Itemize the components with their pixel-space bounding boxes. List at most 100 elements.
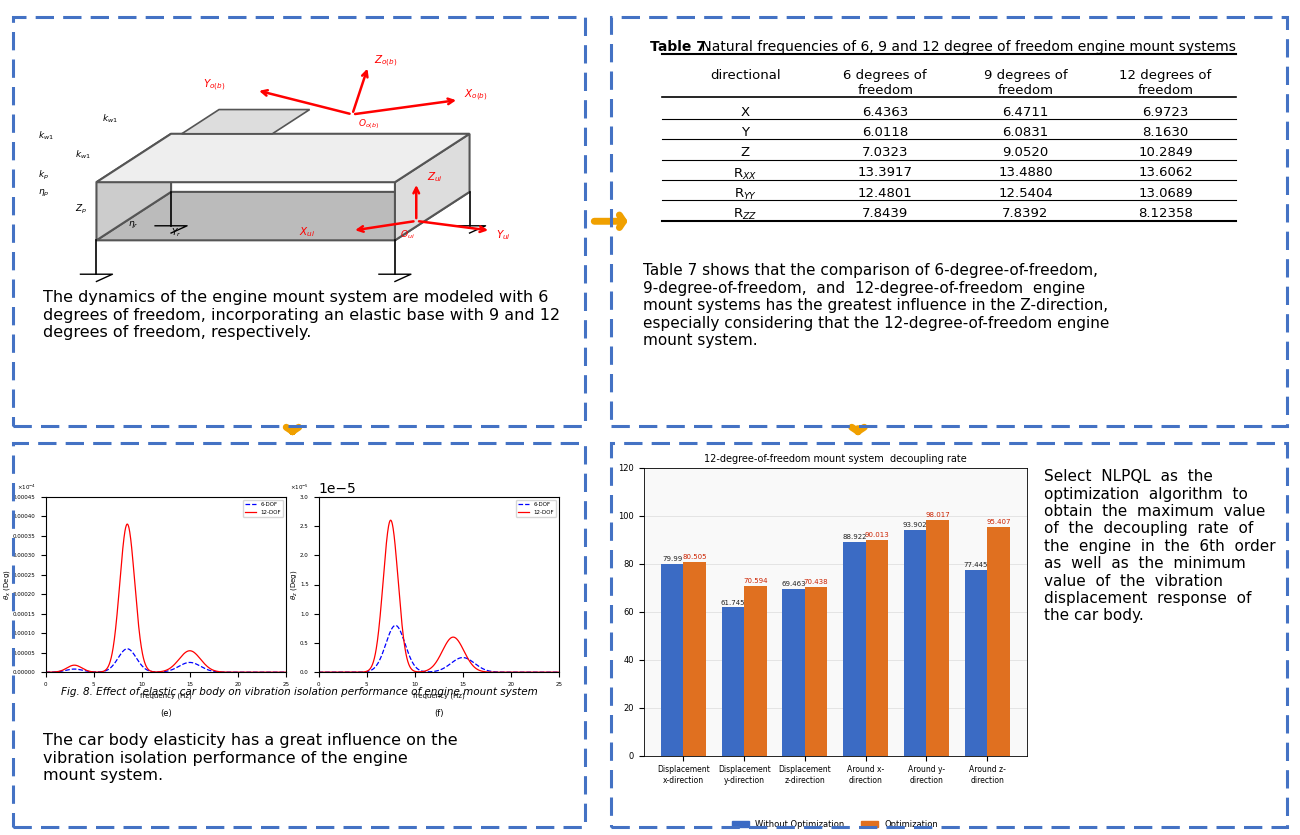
12-DOF bbox=[62, 661, 78, 671]
6-DOF bbox=[503, 667, 519, 677]
12-DOF bbox=[144, 666, 160, 676]
Y-axis label: $\theta_x$ (Deg): $\theta_x$ (Deg) bbox=[1, 569, 12, 600]
Text: 13.6062: 13.6062 bbox=[1139, 166, 1193, 180]
Text: R$_{ZZ}$: R$_{ZZ}$ bbox=[733, 207, 758, 222]
6-DOF bbox=[230, 667, 246, 677]
Text: 93.902: 93.902 bbox=[902, 523, 927, 529]
12-DOF bbox=[135, 651, 151, 661]
Text: Natural frequencies of 6, 9 and 12 degree of freedom engine mount systems: Natural frequencies of 6, 9 and 12 degre… bbox=[697, 40, 1236, 54]
Text: Table 7.: Table 7. bbox=[650, 40, 711, 54]
Bar bbox=[783, 589, 805, 756]
Line: 6-DOF: 6-DOF bbox=[318, 625, 559, 672]
Text: 12.4801: 12.4801 bbox=[858, 187, 913, 200]
Text: Z: Z bbox=[741, 146, 750, 159]
Bar bbox=[987, 527, 1010, 756]
Bar bbox=[684, 563, 706, 756]
12-DOF bbox=[503, 667, 519, 677]
Text: 88.922: 88.922 bbox=[842, 534, 867, 540]
12-DOF bbox=[384, 515, 399, 525]
Polygon shape bbox=[395, 134, 469, 240]
12-DOF bbox=[203, 664, 218, 674]
Text: 90.013: 90.013 bbox=[864, 532, 889, 538]
Text: 70.594: 70.594 bbox=[744, 579, 767, 584]
Text: $X_{ui}$: $X_{ui}$ bbox=[299, 225, 315, 240]
Text: 10.2849: 10.2849 bbox=[1139, 146, 1193, 159]
Text: $O_{ui}$: $O_{ui}$ bbox=[400, 229, 415, 241]
Legend: 6-DOF, 12-DOF: 6-DOF, 12-DOF bbox=[516, 499, 556, 517]
12-DOF bbox=[311, 667, 326, 677]
Text: 80.505: 80.505 bbox=[682, 554, 707, 560]
Text: 98.017: 98.017 bbox=[926, 513, 950, 519]
Text: Select  NLPQL  as  the
optimization  algorithm  to
obtain  the  maximum  value
o: Select NLPQL as the optimization algorit… bbox=[1044, 469, 1275, 624]
6-DOF bbox=[225, 667, 240, 677]
Text: 70.438: 70.438 bbox=[803, 579, 828, 584]
Text: 9 degrees of
freedom: 9 degrees of freedom bbox=[984, 69, 1067, 98]
Text: directional: directional bbox=[710, 69, 780, 83]
Legend: Without Optimization, Optimization: Without Optimization, Optimization bbox=[729, 817, 941, 832]
Line: 6-DOF: 6-DOF bbox=[46, 649, 286, 672]
Bar bbox=[844, 542, 866, 756]
Text: 12 degrees of
freedom: 12 degrees of freedom bbox=[1119, 69, 1212, 98]
Text: $X_{o(b)}$: $X_{o(b)}$ bbox=[464, 88, 488, 103]
Text: 7.0323: 7.0323 bbox=[862, 146, 909, 159]
Text: 6.9723: 6.9723 bbox=[1143, 105, 1188, 119]
Text: 7.8392: 7.8392 bbox=[1002, 207, 1049, 220]
Text: $Y_{ui}$: $Y_{ui}$ bbox=[497, 228, 511, 241]
Text: 8.1630: 8.1630 bbox=[1143, 126, 1188, 139]
Text: $\times10^{-5}$: $\times10^{-5}$ bbox=[290, 483, 308, 492]
Text: $Y_r$: $Y_r$ bbox=[172, 226, 182, 239]
6-DOF bbox=[417, 666, 433, 676]
Text: 6 degrees of
freedom: 6 degrees of freedom bbox=[844, 69, 927, 98]
Text: $Z_{ui}$: $Z_{ui}$ bbox=[426, 170, 443, 184]
Line: 12-DOF: 12-DOF bbox=[46, 524, 286, 672]
12-DOF bbox=[335, 667, 351, 677]
12-DOF bbox=[120, 519, 135, 529]
12-DOF bbox=[38, 667, 53, 677]
6-DOF bbox=[203, 665, 218, 676]
Text: The car body elasticity has a great influence on the
vibration isolation perform: The car body elasticity has a great infl… bbox=[43, 733, 458, 783]
Title: (e): (e) bbox=[160, 710, 172, 718]
Text: Fig. 8. Effect of elastic car body on vibration isolation performance of engine : Fig. 8. Effect of elastic car body on vi… bbox=[61, 687, 537, 697]
Text: $Y_{o(b)}$: $Y_{o(b)}$ bbox=[203, 78, 225, 93]
12-DOF bbox=[278, 667, 294, 677]
6-DOF bbox=[476, 664, 491, 674]
12-DOF bbox=[417, 666, 433, 676]
Bar bbox=[927, 520, 949, 756]
Text: $k_{w1}$: $k_{w1}$ bbox=[38, 129, 53, 142]
Text: $k_{w1}$: $k_{w1}$ bbox=[75, 149, 91, 161]
Text: 12.5404: 12.5404 bbox=[998, 187, 1053, 200]
Text: 6.4711: 6.4711 bbox=[1002, 105, 1049, 119]
Text: $\times10^{-4}$: $\times10^{-4}$ bbox=[17, 483, 36, 492]
12-DOF bbox=[408, 666, 424, 676]
Bar bbox=[744, 586, 767, 756]
6-DOF bbox=[38, 667, 53, 677]
Title: 12-degree-of-freedom mount system  decoupling rate: 12-degree-of-freedom mount system decoup… bbox=[703, 454, 967, 464]
12-DOF bbox=[225, 667, 240, 677]
Y-axis label: $\theta_z$ (Deg): $\theta_z$ (Deg) bbox=[289, 569, 299, 600]
6-DOF bbox=[135, 662, 151, 672]
Text: $\eta_r$: $\eta_r$ bbox=[129, 219, 139, 230]
Text: 61.745: 61.745 bbox=[720, 600, 745, 605]
Polygon shape bbox=[182, 109, 309, 134]
X-axis label: frequency (Hz): frequency (Hz) bbox=[140, 692, 191, 699]
Text: $O_{o(b)}$: $O_{o(b)}$ bbox=[358, 117, 380, 131]
Polygon shape bbox=[96, 134, 172, 240]
6-DOF bbox=[551, 667, 567, 677]
Text: $\eta_p$: $\eta_p$ bbox=[38, 188, 49, 199]
Line: 12-DOF: 12-DOF bbox=[318, 520, 559, 672]
6-DOF bbox=[120, 644, 135, 654]
Text: 6.4363: 6.4363 bbox=[862, 105, 909, 119]
Legend: 6-DOF, 12-DOF: 6-DOF, 12-DOF bbox=[243, 499, 283, 517]
6-DOF bbox=[62, 665, 78, 675]
Text: 6.0118: 6.0118 bbox=[862, 126, 909, 139]
Bar bbox=[722, 607, 744, 756]
Title: (f): (f) bbox=[434, 710, 443, 718]
Text: 8.12358: 8.12358 bbox=[1138, 207, 1193, 220]
Text: The dynamics of the engine mount system are modeled with 6
degrees of freedom, i: The dynamics of the engine mount system … bbox=[43, 291, 560, 340]
Polygon shape bbox=[96, 192, 469, 240]
Text: R$_{XX}$: R$_{XX}$ bbox=[733, 166, 758, 181]
6-DOF bbox=[498, 667, 514, 677]
Text: 13.4880: 13.4880 bbox=[998, 166, 1053, 180]
Text: 69.463: 69.463 bbox=[781, 581, 806, 587]
Text: $Z_p$: $Z_p$ bbox=[75, 203, 87, 215]
